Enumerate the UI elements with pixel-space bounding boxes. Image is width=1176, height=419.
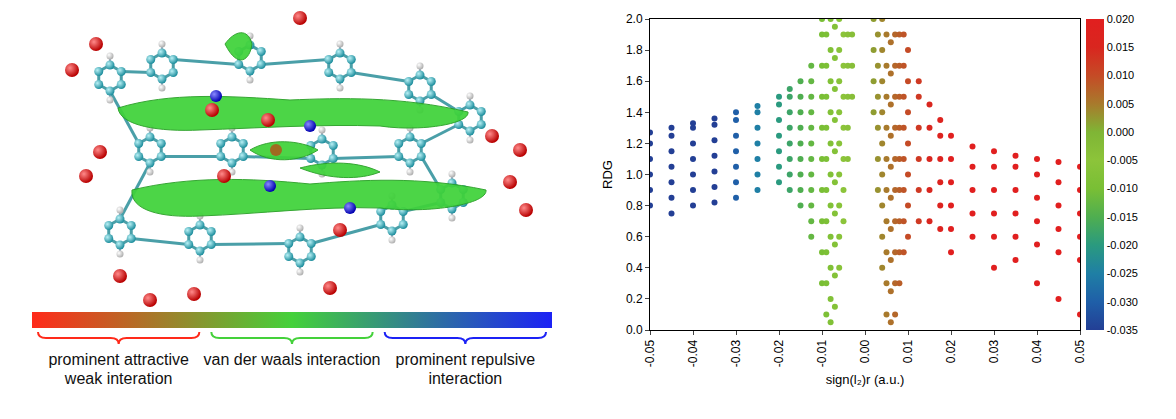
svg-text:0.0: 0.0 bbox=[626, 323, 643, 337]
svg-text:0.2: 0.2 bbox=[626, 292, 643, 306]
svg-text:0.010: 0.010 bbox=[1107, 69, 1135, 81]
svg-text:0.8: 0.8 bbox=[626, 199, 643, 213]
svg-text:0.00: 0.00 bbox=[858, 339, 872, 363]
svg-text:0.020: 0.020 bbox=[1107, 13, 1135, 25]
html-text:van der waals interaction: van der waals interaction bbox=[203, 351, 381, 368]
svg-text:0.015: 0.015 bbox=[1107, 41, 1135, 53]
svg-text:-0.025: -0.025 bbox=[1107, 267, 1138, 279]
svg-text:0.05: 0.05 bbox=[1073, 339, 1087, 363]
svg-text:-0.015: -0.015 bbox=[1107, 211, 1138, 223]
svg-text:0.005: 0.005 bbox=[1107, 98, 1135, 110]
svg-text:0.6: 0.6 bbox=[626, 230, 643, 244]
svg-text:0.02: 0.02 bbox=[944, 339, 958, 363]
svg-text:-0.04: -0.04 bbox=[686, 339, 700, 367]
html-text:prominent repulsive interactio: prominent repulsive interaction bbox=[395, 351, 536, 387]
svg-text:-0.005: -0.005 bbox=[1107, 154, 1138, 166]
svg-text:0.04: 0.04 bbox=[1030, 339, 1044, 363]
svg-text:1.4: 1.4 bbox=[626, 106, 643, 120]
svg-text:2.0: 2.0 bbox=[626, 12, 643, 26]
svg-text:0.4: 0.4 bbox=[626, 261, 643, 275]
svg-text:0.000: 0.000 bbox=[1107, 126, 1135, 138]
svg-text:-0.010: -0.010 bbox=[1107, 182, 1138, 194]
svg-text:1.0: 1.0 bbox=[626, 168, 643, 182]
svg-text:-0.035: -0.035 bbox=[1107, 324, 1138, 336]
svg-text:-0.030: -0.030 bbox=[1107, 296, 1138, 308]
svg-text:-0.05: -0.05 bbox=[643, 339, 657, 367]
svg-text:1.2: 1.2 bbox=[626, 137, 643, 151]
svg-text:1.8: 1.8 bbox=[626, 43, 643, 57]
svg-text:-0.03: -0.03 bbox=[729, 339, 743, 367]
svg-text:-0.02: -0.02 bbox=[772, 339, 786, 367]
svg-text:0.03: 0.03 bbox=[987, 339, 1001, 363]
svg-text:0.01: 0.01 bbox=[901, 339, 915, 363]
svg-text:1.6: 1.6 bbox=[626, 74, 643, 88]
svg-text:RDG: RDG bbox=[600, 160, 615, 189]
html-text:prominent attractive weak inte: prominent attractive weak interation bbox=[48, 351, 189, 387]
svg-text:-0.020: -0.020 bbox=[1107, 239, 1138, 251]
svg-text:-0.01: -0.01 bbox=[815, 339, 829, 367]
svg-text:sign(l₂)r (a.u.): sign(l₂)r (a.u.) bbox=[826, 372, 905, 387]
